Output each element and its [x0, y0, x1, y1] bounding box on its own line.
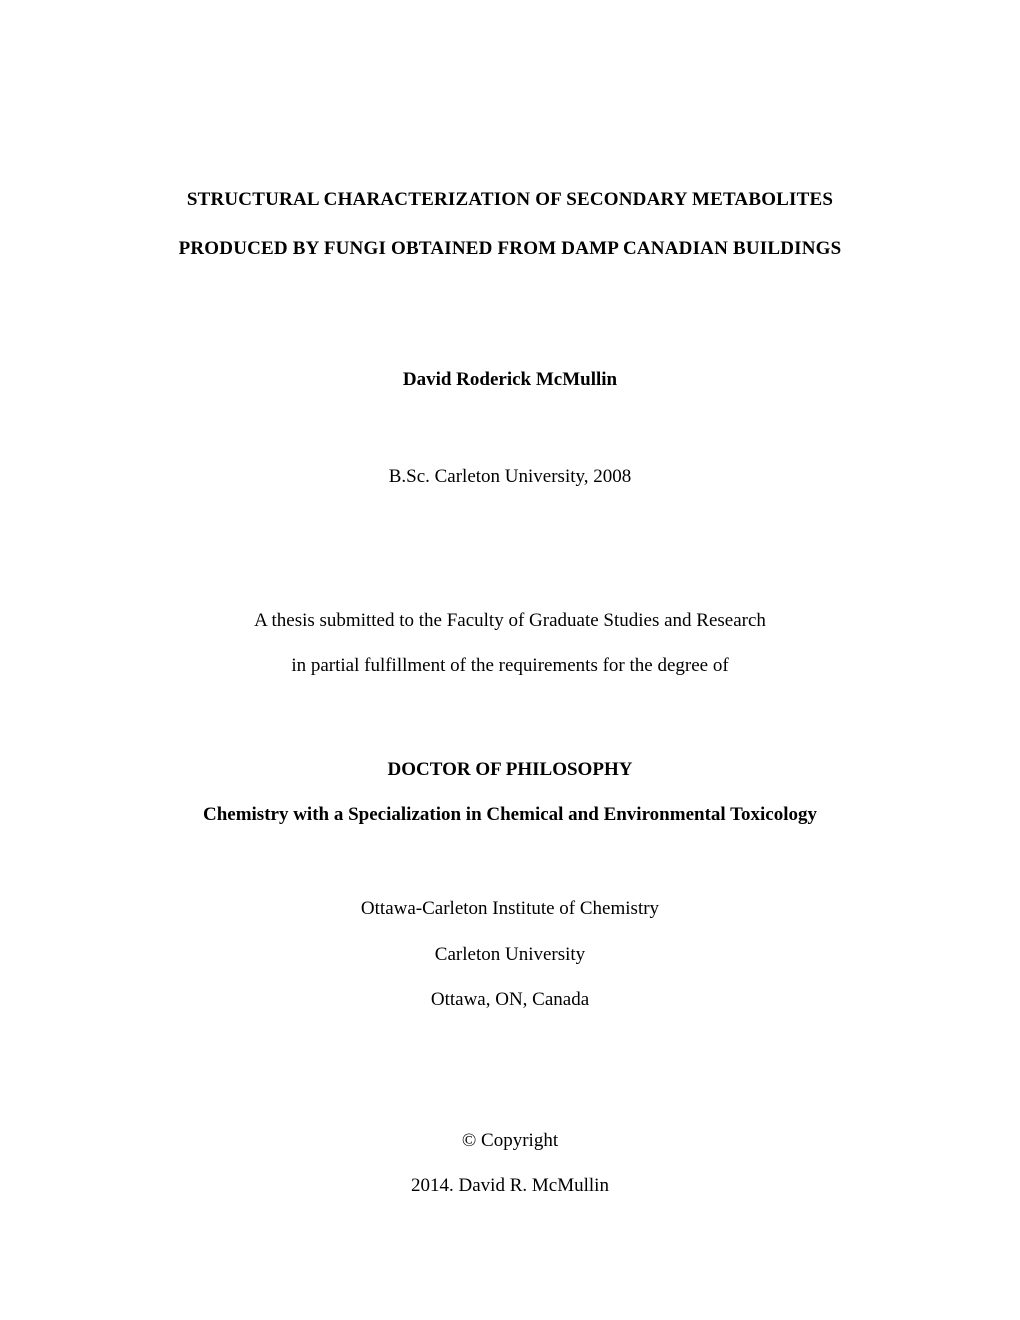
institute: Ottawa-Carleton Institute of Chemistry — [140, 886, 880, 932]
copyright-symbol: © Copyright — [140, 1118, 880, 1164]
author-name: David Roderick McMullin — [140, 369, 880, 391]
submission-line-1: A thesis submitted to the Faculty of Gra… — [140, 598, 880, 644]
title-line-2: PRODUCED BY FUNGI OBTAINED FROM DAMP CAN… — [140, 224, 880, 273]
degree-name: DOCTOR OF PHILOSOPHY — [140, 759, 880, 781]
thesis-title: STRUCTURAL CHARACTERIZATION OF SECONDARY… — [140, 175, 880, 274]
specialization: Chemistry with a Specialization in Chemi… — [140, 804, 880, 826]
submission-statement: A thesis submitted to the Faculty of Gra… — [140, 598, 880, 689]
copyright-line: 2014. David R. McMullin — [140, 1163, 880, 1209]
location: Ottawa, ON, Canada — [140, 977, 880, 1023]
submission-line-2: in partial fulfillment of the requiremen… — [140, 643, 880, 689]
institution-block: Ottawa-Carleton Institute of Chemistry C… — [140, 886, 880, 1023]
copyright-block: © Copyright 2014. David R. McMullin — [140, 1118, 880, 1209]
title-line-1: STRUCTURAL CHARACTERIZATION OF SECONDARY… — [140, 175, 880, 224]
university: Carleton University — [140, 932, 880, 978]
previous-degree: B.Sc. Carleton University, 2008 — [140, 466, 880, 488]
